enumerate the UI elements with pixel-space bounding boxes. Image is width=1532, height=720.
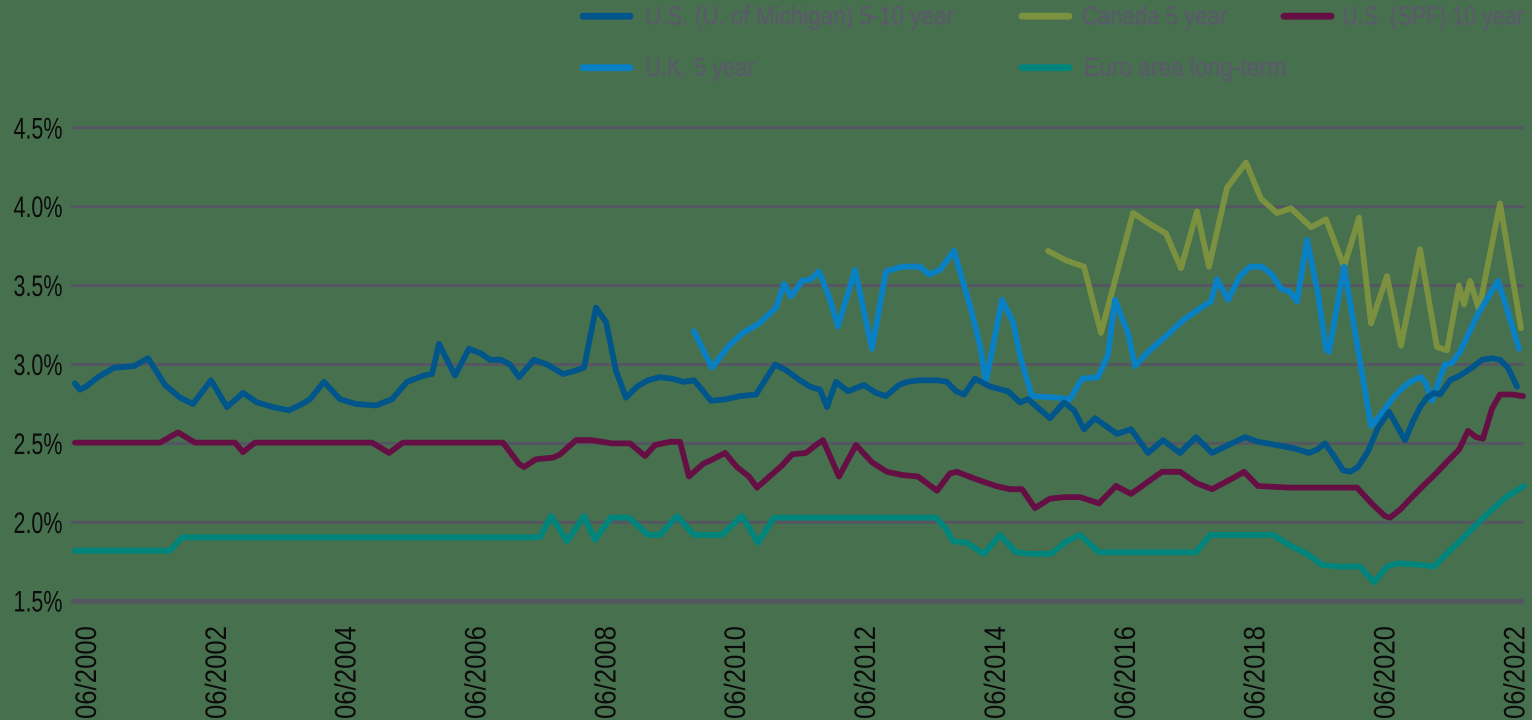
- svg-text:2.0%: 2.0%: [14, 507, 63, 540]
- svg-text:06/2006: 06/2006: [460, 626, 493, 719]
- svg-text:1.5%: 1.5%: [14, 586, 63, 619]
- svg-text:U.S. (U. of Michigan) 5-10 yea: U.S. (U. of Michigan) 5-10 year: [645, 1, 954, 31]
- svg-text:U.S. (SPF) 10 year: U.S. (SPF) 10 year: [1342, 1, 1524, 31]
- svg-text:06/2016: 06/2016: [1109, 626, 1142, 719]
- svg-text:4.0%: 4.0%: [14, 191, 63, 224]
- svg-text:Euro area long-term: Euro area long-term: [1084, 52, 1286, 82]
- svg-text:06/2012: 06/2012: [849, 626, 882, 719]
- svg-text:2.5%: 2.5%: [14, 428, 63, 461]
- svg-text:06/2004: 06/2004: [330, 626, 363, 719]
- svg-text:3.5%: 3.5%: [14, 270, 63, 303]
- svg-text:06/2008: 06/2008: [589, 626, 622, 719]
- svg-text:06/2022: 06/2022: [1498, 626, 1531, 719]
- svg-text:4.5%: 4.5%: [14, 112, 63, 145]
- svg-text:Canada 5 year: Canada 5 year: [1082, 1, 1227, 31]
- svg-text:06/2018: 06/2018: [1239, 626, 1272, 719]
- svg-text:06/2000: 06/2000: [70, 626, 103, 719]
- svg-text:06/2010: 06/2010: [719, 626, 752, 719]
- svg-text:06/2014: 06/2014: [979, 626, 1012, 719]
- svg-text:U.K. 5 year: U.K. 5 year: [645, 52, 755, 82]
- svg-text:06/2020: 06/2020: [1369, 626, 1402, 719]
- svg-text:06/2002: 06/2002: [200, 626, 233, 719]
- svg-text:3.0%: 3.0%: [14, 349, 63, 382]
